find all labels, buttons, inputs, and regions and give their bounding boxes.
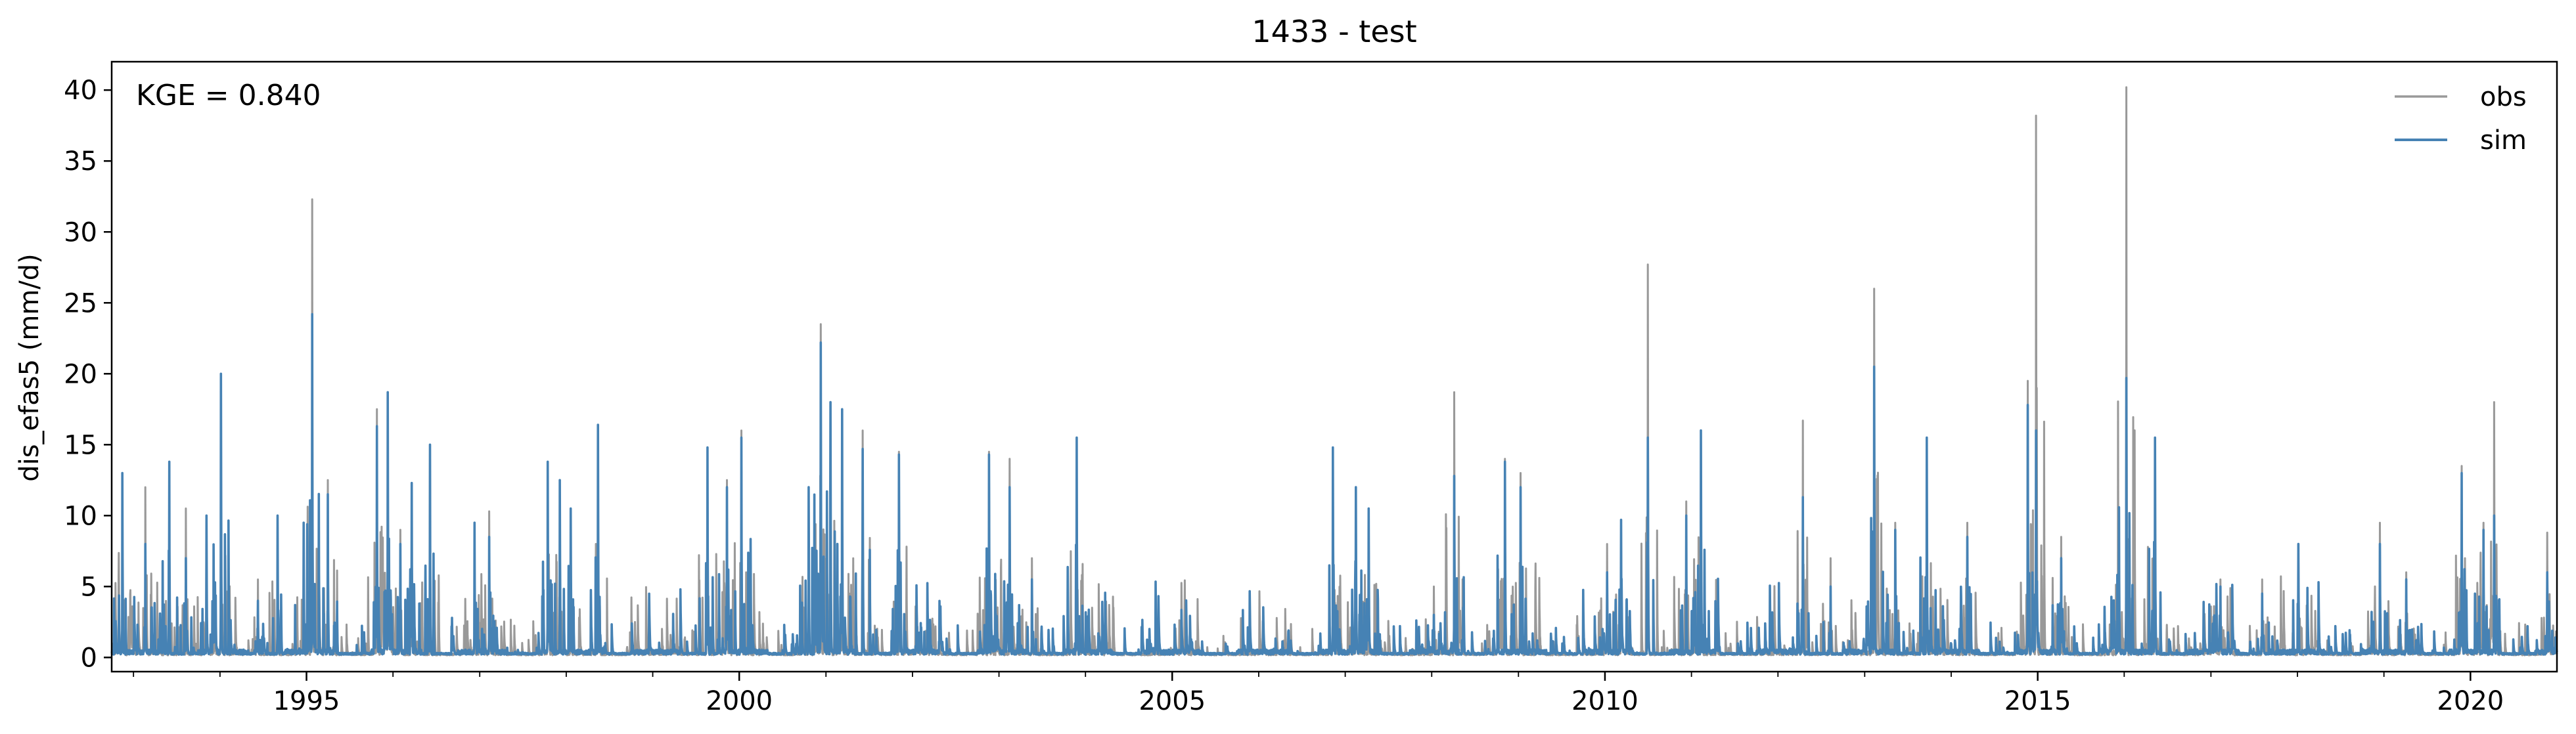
legend-sim-label: sim (2480, 125, 2527, 156)
legend: obs sim (2395, 82, 2527, 156)
sim-series-line (110, 313, 2558, 656)
x-tick-label: 2015 (2004, 686, 2071, 716)
y-tick-label: 40 (64, 76, 97, 106)
x-tick-label: 2000 (706, 686, 773, 716)
x-tick-label: 2005 (1139, 686, 1206, 716)
y-tick-label: 5 (81, 572, 97, 602)
y-axis-label: dis_efas5 (mm/d) (14, 253, 45, 482)
chart-title: 1433 - test (1252, 14, 1416, 49)
kge-annotation: KGE = 0.840 (136, 79, 321, 112)
y-tick-label: 30 (64, 217, 97, 248)
sim-series-layer (110, 313, 2558, 656)
y-tick-label: 20 (64, 359, 97, 389)
y-tick-label: 35 (64, 146, 97, 177)
axis-ticks: 0 5 10 15 20 25 30 35 40 1995 2000 2005 2010 2015 2020 (64, 76, 2504, 716)
y-tick-label: 10 (64, 501, 97, 531)
legend-obs-label: obs (2480, 82, 2527, 112)
y-tick-label: 0 (81, 643, 97, 673)
y-tick-label: 15 (64, 430, 97, 460)
x-tick-label: 2010 (1571, 686, 1638, 716)
x-tick-label: 1995 (273, 686, 340, 716)
plot-frame (110, 60, 2558, 673)
y-tick-label: 25 (64, 288, 97, 318)
x-tick-label: 2020 (2437, 686, 2504, 716)
